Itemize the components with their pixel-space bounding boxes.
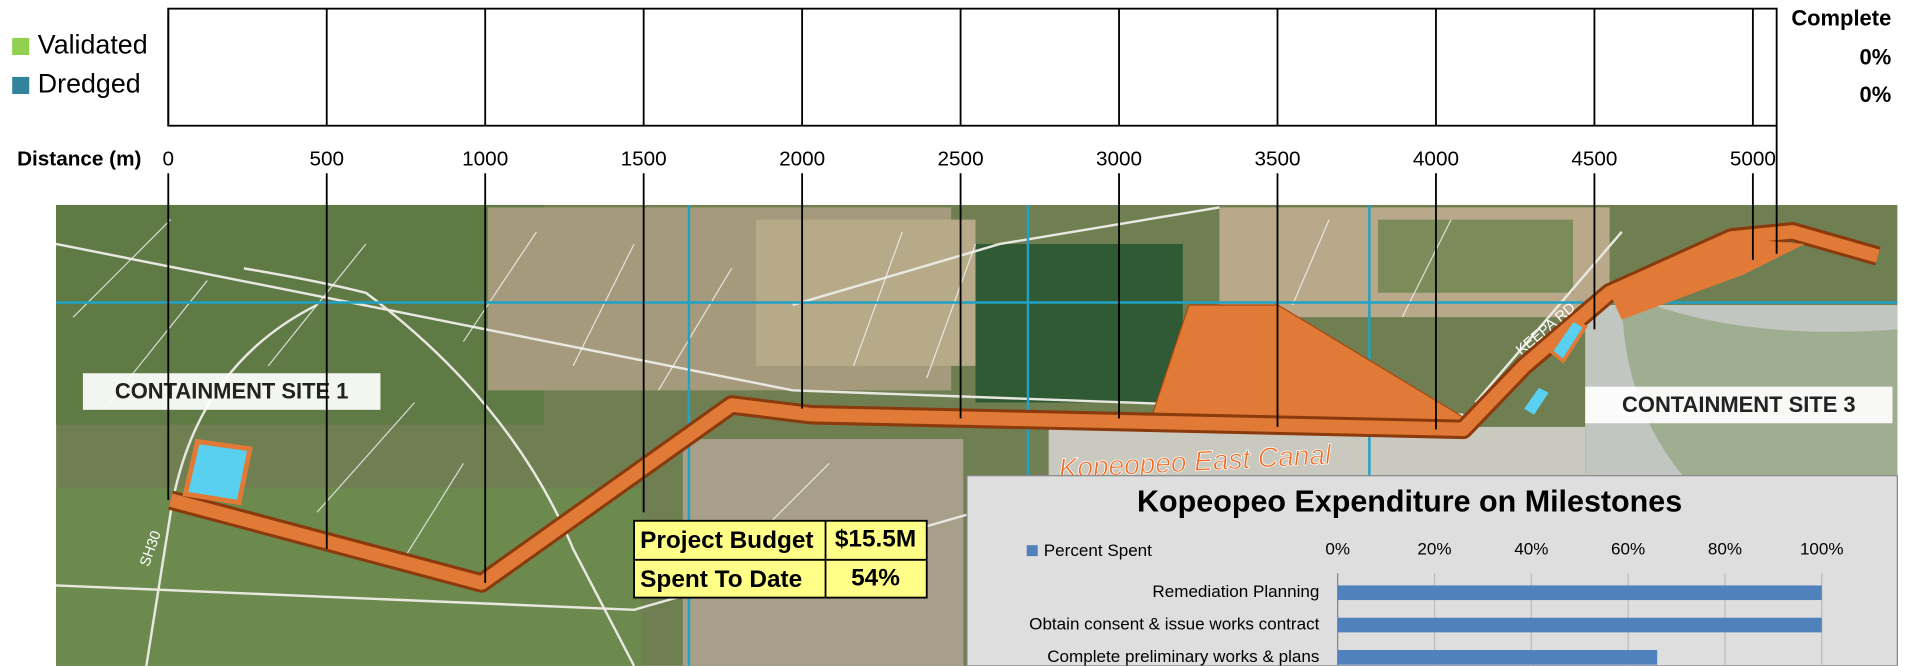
x-tick-label: 1500	[621, 147, 667, 170]
site-label: CONTAINMENT SITE 3	[1622, 392, 1856, 417]
legend-label: Dredged	[38, 69, 141, 99]
legend-swatch	[1027, 545, 1038, 556]
x-tick-label: 2000	[779, 147, 825, 170]
y-tick-label: Complete preliminary works & plans	[1047, 647, 1319, 666]
x-tick-label: 0	[163, 147, 175, 170]
bar	[1338, 618, 1822, 633]
x-tick-label: 2500	[938, 147, 984, 170]
value-label: 0%	[1860, 44, 1892, 69]
site-label: CONTAINMENT SITE 1	[115, 379, 349, 404]
table-cell: 54%	[851, 565, 900, 592]
x-tick-label: 80%	[1708, 540, 1742, 559]
pond	[185, 442, 250, 503]
table-cell: Spent To Date	[640, 566, 802, 593]
x-tick-label: 4500	[1571, 147, 1617, 170]
dashboard: CONTAINMENT SITE 1 CONTAINMENT SITE 3 Ko…	[0, 0, 1912, 666]
x-tick-label: 500	[309, 147, 344, 170]
x-tick-label: 0%	[1325, 540, 1350, 559]
legend-label: Percent Spent	[1044, 541, 1152, 560]
x-tick-label: 4000	[1413, 147, 1459, 170]
legend-swatch	[12, 38, 29, 55]
value-label: 0%	[1860, 82, 1892, 107]
strip-frame	[168, 9, 1776, 126]
x-tick-label: 5000	[1730, 147, 1776, 170]
x-tick-label: 1000	[462, 147, 508, 170]
table-cell: $15.5M	[835, 526, 916, 553]
chart-title: Kopeopeo Expenditure on Milestones	[1137, 485, 1682, 519]
x-tick-label: 100%	[1800, 540, 1844, 559]
field	[756, 220, 975, 366]
bar	[1338, 585, 1822, 600]
y-tick-label: Remediation Planning	[1152, 582, 1319, 601]
x-tick-label: 3500	[1254, 147, 1300, 170]
field	[56, 488, 641, 666]
x-tick-label: 40%	[1514, 540, 1548, 559]
x-tick-label: 60%	[1611, 540, 1645, 559]
bar	[1338, 650, 1658, 665]
legend-label: Validated	[38, 30, 148, 60]
x-tick-label: 3000	[1096, 147, 1142, 170]
table-cell: Project Budget	[640, 527, 813, 554]
y-tick-label: Obtain consent & issue works contract	[1029, 615, 1319, 634]
field	[1378, 220, 1573, 293]
page: CONTAINMENT SITE 1 CONTAINMENT SITE 3 Ko…	[0, 0, 1912, 666]
values-header: Complete	[1791, 5, 1891, 30]
legend-swatch	[12, 77, 29, 94]
budget-table: Project Budget $15.5M Spent To Date 54%	[634, 521, 927, 598]
x-tick-label: 20%	[1417, 540, 1451, 559]
x-axis-label: Distance (m)	[17, 147, 141, 170]
field	[976, 244, 1183, 403]
